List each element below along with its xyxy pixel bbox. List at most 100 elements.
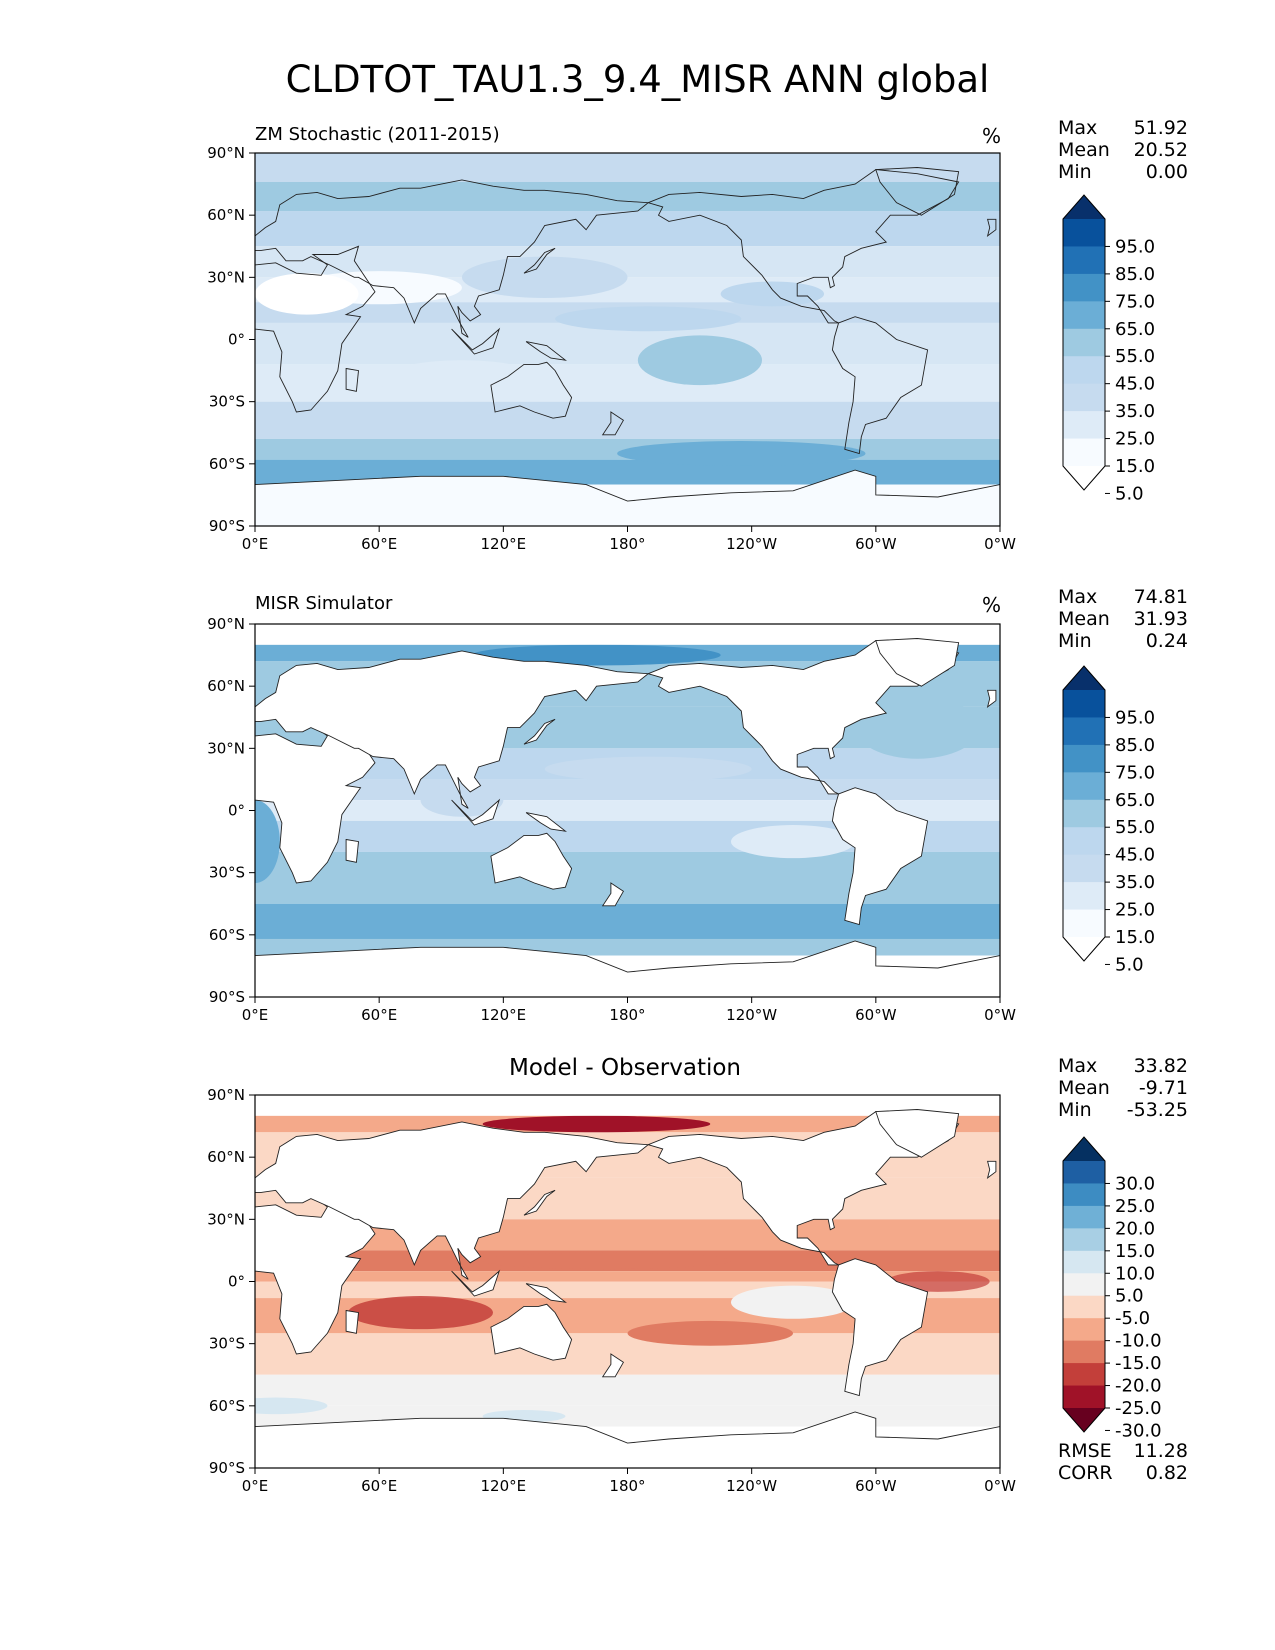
colorbar-label: -15.0 (1115, 1353, 1162, 1374)
colorbar-label: 55.0 (1115, 346, 1155, 367)
colorbar-segment (1063, 690, 1105, 718)
stat-value: 74.81 (1133, 586, 1188, 608)
colorbar-segment (1063, 744, 1105, 773)
colorbar-label: 25.0 (1115, 900, 1155, 921)
colorbar-segment (1063, 411, 1105, 440)
contour-blob (482, 1252, 731, 1270)
coastline-australia (490, 361, 573, 419)
contour-blob (555, 306, 742, 332)
stat-value: 31.93 (1133, 608, 1188, 630)
lon-tick-label: 60°E (361, 535, 397, 553)
colorbar-label: 5.0 (1115, 483, 1144, 504)
lat-tick-label: 30°N (207, 268, 245, 286)
colorbar-extend-bottom (1063, 1408, 1105, 1432)
coastline-new-guinea (525, 1283, 567, 1303)
contour-band (255, 153, 1000, 183)
colorbar-label: 35.0 (1115, 872, 1155, 893)
stat-label: Max (1058, 586, 1098, 608)
contour-band (255, 364, 1000, 402)
colorbar-label: -10.0 (1115, 1331, 1162, 1352)
coastline-eurasia (255, 179, 650, 338)
lat-tick-label: 90°S (209, 988, 245, 1006)
coastline-madagascar (345, 838, 359, 863)
coastline-madagascar (345, 367, 359, 392)
lat-tick-label: 60°N (207, 206, 245, 224)
coastline-new-guinea (525, 341, 568, 361)
lat-tick-label: 0° (228, 1273, 245, 1291)
lon-tick-label: 120°W (726, 1477, 777, 1495)
colorbar-segment (1063, 1228, 1105, 1252)
lat-tick-label: 0° (228, 331, 245, 349)
contour-band (255, 401, 1000, 439)
lon-tick-label: 0°W (984, 1477, 1016, 1495)
colorbar-label: 15.0 (1115, 927, 1155, 948)
lat-tick-label: 30°S (209, 393, 245, 411)
coastline-south-america (831, 787, 929, 926)
panel-2-units: % (982, 593, 1002, 617)
contour-blob (730, 1285, 856, 1319)
colorbar-segment (1063, 1318, 1105, 1342)
colorbar-segment (1063, 246, 1105, 275)
panel-2-title: MISR Simulator (255, 593, 393, 614)
coastline-africa-eurasia (255, 716, 376, 884)
colorbar-segment (1063, 356, 1105, 385)
coastline-africa-eurasia (255, 245, 376, 413)
lat-tick-label: 30°N (207, 1210, 245, 1228)
contour-blob (482, 1115, 711, 1133)
colorbar-label: 25.0 (1115, 1196, 1155, 1217)
lat-tick-label: 90°N (207, 1086, 245, 1104)
stat-value: 33.82 (1133, 1055, 1188, 1077)
colorbar-label: 75.0 (1115, 762, 1155, 783)
contour-blob (617, 441, 866, 466)
stat-value: 51.92 (1133, 117, 1188, 139)
colorbar-label: 55.0 (1115, 817, 1155, 838)
lon-tick-label: 0°E (242, 1477, 269, 1495)
colorbar-segment (1063, 1385, 1105, 1409)
colorbar-segment (1063, 827, 1105, 856)
lat-tick-label: 30°N (207, 739, 245, 757)
contour-blob (730, 825, 856, 859)
colorbar-label: 75.0 (1115, 291, 1155, 312)
colorbar-label: 65.0 (1115, 790, 1155, 811)
map-panel-diff: 90°N 60°N 30°N 0° 30°S 60°S 90°S0°E 60°E 120°E 18… (207, 1086, 1016, 1495)
colorbar-label: 5.0 (1115, 1286, 1144, 1307)
colorbar-label: -5.0 (1115, 1308, 1150, 1329)
contour-band (255, 182, 1000, 212)
polar-gap-north (255, 624, 1000, 645)
colorbar-label: 15.0 (1115, 456, 1155, 477)
lat-tick-label: 0° (228, 802, 245, 820)
lon-tick-label: 0°E (242, 1006, 269, 1024)
colorbar-segment (1063, 1205, 1105, 1229)
coastline-new-zealand (601, 411, 624, 436)
colorbar-extend-top (1063, 195, 1105, 219)
colorbar-label: 95.0 (1115, 707, 1155, 728)
lon-tick-label: 0°W (984, 1006, 1016, 1024)
coastline-uk (986, 689, 997, 709)
panel-3-title: Model - Observation (508, 1055, 742, 1081)
lat-tick-label: 90°S (209, 1459, 245, 1477)
coastline-uk (986, 218, 997, 238)
coastline-greenland (875, 638, 960, 687)
colorbar-segment (1063, 1183, 1105, 1207)
lon-tick-label: 0°E (242, 535, 269, 553)
colorbar-label: 10.0 (1115, 1263, 1155, 1284)
coastline-south-america (831, 316, 929, 455)
colorbar-2: 95.0 85.0 75.0 65.0 55.0 45.0 35.0 25.0 15.0 5.0 (1062, 665, 1155, 975)
coastline-antarctica (255, 1411, 1000, 1468)
lon-tick-label: 60°E (361, 1006, 397, 1024)
colorbar-extend-top (1063, 1137, 1105, 1161)
coastline-borneo-sumatra (451, 327, 501, 355)
metric-label: CORR (1058, 1462, 1113, 1484)
metric-label: RMSE (1058, 1440, 1112, 1462)
colorbar-1: 95.0 85.0 75.0 65.0 55.0 45.0 35.0 25.0 15.0 5.0 (1062, 194, 1155, 504)
colorbar-segment (1063, 854, 1105, 883)
coastline-new-zealand (601, 1353, 624, 1378)
figure-title: CLDTOT_TAU1.3_9.4_MISR ANN global (285, 58, 990, 101)
lon-tick-label: 120°W (726, 535, 777, 553)
contour-blob (544, 756, 752, 782)
colorbar-segment (1063, 328, 1105, 357)
map-panel-model: 90°N 60°N 30°N 0° 30°S 60°S 90°S0°E 60°E 120°E 18… (207, 144, 1016, 553)
colorbar-label: 35.0 (1115, 401, 1155, 422)
coastline-japan (523, 1189, 556, 1216)
